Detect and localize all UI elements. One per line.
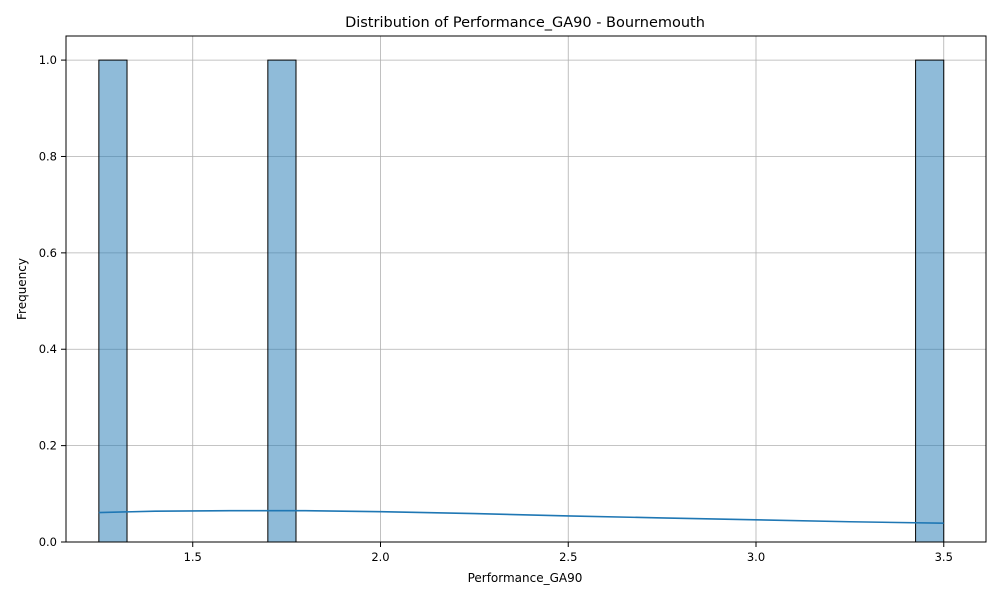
y-axis-label: Frequency <box>15 258 29 320</box>
x-tick-label: 3.0 <box>747 550 765 564</box>
x-axis-label: Performance_GA90 <box>468 571 583 585</box>
x-tick-label: 2.5 <box>559 550 577 564</box>
chart-title: Distribution of Performance_GA90 - Bourn… <box>345 15 705 31</box>
histogram-bar <box>915 59 945 543</box>
plot-frame <box>65 35 987 543</box>
histogram-bars <box>98 59 945 543</box>
y-tick-label: 0.6 <box>39 246 57 260</box>
x-axis-ticks: 1.5 2.0 2.5 3.0 3.5 <box>184 542 953 564</box>
y-axis-ticks: 0.0 0.2 0.4 0.6 0.8 1.0 <box>39 53 66 549</box>
x-tick-label: 1.5 <box>184 550 202 564</box>
y-tick-label: 0.8 <box>39 149 57 163</box>
y-tick-label: 0.0 <box>39 535 57 549</box>
y-tick-label: 0.2 <box>39 439 57 453</box>
y-tick-label: 0.4 <box>39 342 57 356</box>
y-tick-label: 1.0 <box>39 53 57 67</box>
x-tick-label: 2.0 <box>371 550 389 564</box>
x-tick-label: 3.5 <box>935 550 953 564</box>
kde-curve <box>98 509 944 525</box>
histogram-bar <box>267 59 297 543</box>
histogram-bar <box>98 59 128 543</box>
grid-lines <box>66 36 986 543</box>
